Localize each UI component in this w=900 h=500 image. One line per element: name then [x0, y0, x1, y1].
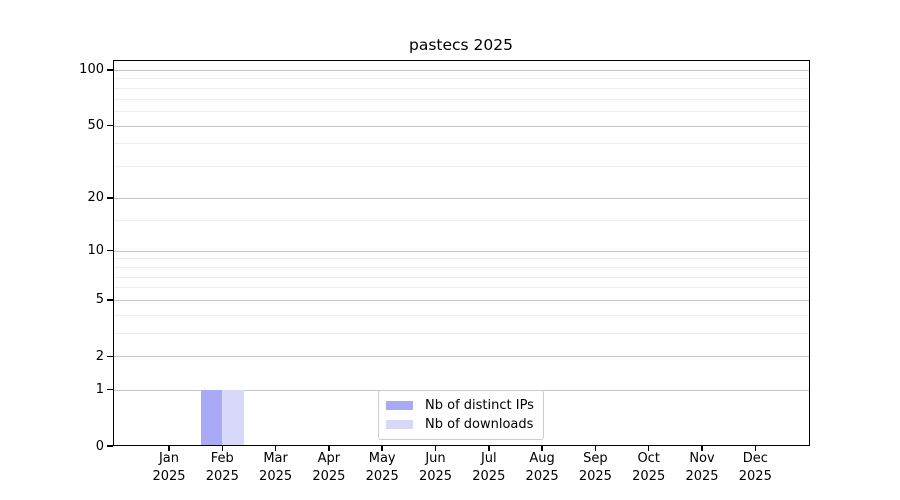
x-tick-label: May 2025 — [365, 451, 399, 484]
x-tick-mark — [701, 446, 703, 451]
y-gridline-minor — [113, 143, 810, 145]
y-tick-label: 5 — [95, 292, 104, 308]
x-tick-label: Jan 2025 — [152, 451, 186, 484]
x-tick-mark — [328, 446, 330, 451]
bar-nb-of-distinct-ips — [201, 389, 223, 446]
y-tick-label: 1 — [95, 382, 104, 397]
x-tick-mark — [647, 446, 650, 451]
x-tick-mark — [541, 446, 543, 451]
y-gridline-major — [113, 356, 810, 358]
x-tick-label: Oct 2025 — [632, 451, 666, 484]
y-gridline-minor — [113, 78, 810, 80]
y-tick-label: 10 — [87, 243, 104, 259]
x-tick-mark — [168, 446, 170, 451]
plot-area — [113, 60, 810, 446]
y-gridline-minor — [113, 98, 810, 100]
y-gridline-minor — [113, 333, 810, 335]
y-tick-mark — [107, 445, 113, 447]
y-gridline-minor — [113, 220, 810, 222]
legend-label-downloads: Nb of downloads — [425, 417, 534, 432]
x-tick-label: Jun 2025 — [418, 451, 453, 484]
x-tick-label: Apr 2025 — [312, 451, 346, 484]
y-gridline-minor — [113, 266, 810, 268]
legend: Nb of distinct IPs Nb of downloads — [378, 390, 544, 440]
y-gridline-minor — [113, 314, 810, 316]
x-tick-label: Nov 2025 — [685, 451, 719, 484]
bar-nb-of-downloads — [222, 389, 244, 446]
x-tick-label: Dec 2025 — [738, 451, 772, 484]
y-tick-mark — [107, 124, 113, 127]
x-tick-label: Aug 2025 — [525, 451, 559, 484]
y-gridline-minor — [113, 110, 810, 112]
x-tick-label: Sep 2025 — [578, 451, 612, 484]
y-tick-mark — [107, 299, 113, 301]
y-tick-label: 2 — [95, 348, 104, 364]
x-tick-mark — [434, 446, 437, 451]
y-gridline-major — [113, 69, 810, 71]
y-tick-label: 0 — [95, 438, 104, 454]
chart-title: pastecs 2025 — [409, 36, 513, 54]
y-gridline-major — [113, 250, 810, 252]
legend-swatch-downloads — [386, 420, 413, 429]
y-tick-mark — [107, 197, 113, 199]
x-tick-mark — [488, 446, 490, 451]
legend-item-distinct-ips: Nb of distinct IPs — [386, 396, 534, 415]
y-gridline-minor — [113, 258, 810, 260]
y-tick-mark — [107, 388, 113, 391]
x-tick-mark — [594, 446, 597, 451]
y-tick-mark — [107, 69, 113, 71]
y-tick-label: 100 — [79, 62, 104, 78]
y-gridline-minor — [113, 166, 810, 168]
y-gridline-major — [113, 125, 810, 127]
x-tick-mark — [274, 446, 277, 451]
x-tick-label: Feb 2025 — [205, 451, 239, 484]
y-gridline-minor — [113, 87, 810, 89]
y-gridline-major — [113, 299, 810, 301]
axes-spines — [113, 60, 810, 446]
legend-swatch-distinct-ips — [386, 401, 413, 410]
y-tick-mark — [107, 355, 113, 358]
y-gridline-major — [113, 197, 810, 199]
x-tick-mark — [221, 446, 224, 451]
x-tick-mark — [381, 446, 383, 451]
y-tick-mark — [107, 249, 113, 252]
x-tick-label: Mar 2025 — [259, 451, 293, 484]
legend-label-distinct-ips: Nb of distinct IPs — [425, 398, 534, 413]
x-tick-mark — [754, 446, 757, 451]
legend-item-downloads: Nb of downloads — [386, 415, 534, 434]
y-tick-label: 20 — [87, 190, 104, 206]
y-gridline-minor — [113, 276, 810, 278]
y-gridline-minor — [113, 287, 810, 289]
x-tick-label: Jul 2025 — [472, 451, 506, 484]
y-tick-label: 50 — [87, 118, 104, 134]
